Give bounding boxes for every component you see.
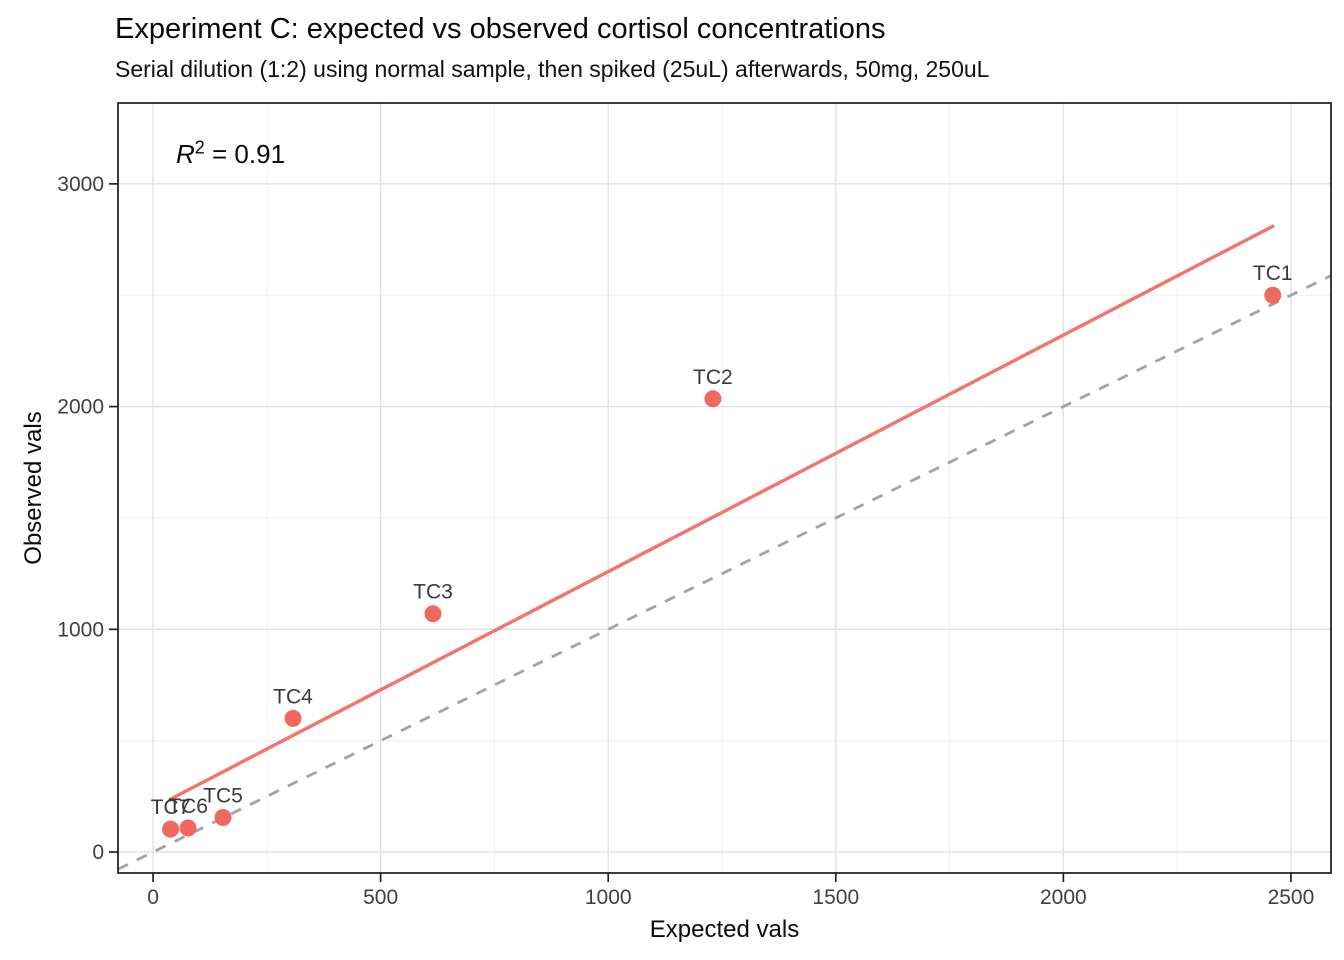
point-label-TC4: TC4: [273, 685, 313, 708]
point-label-TC6: TC6: [168, 795, 208, 818]
x-tick-label: 2500: [1268, 886, 1315, 909]
x-tick-label: 2000: [1040, 886, 1087, 909]
chart-subtitle: Serial dilution (1:2) using normal sampl…: [115, 56, 990, 82]
y-tick-label: 0: [92, 841, 104, 864]
x-tick-label: 1000: [585, 886, 632, 909]
data-point-TC2: [704, 390, 722, 408]
chart-title: Experiment C: expected vs observed corti…: [115, 13, 886, 45]
panel-border: [117, 102, 1332, 874]
data-point-TC3: [424, 605, 442, 623]
x-axis-title: Expected vals: [649, 916, 800, 943]
y-tick-label: 3000: [57, 173, 104, 196]
r-squared-value: = 0.91: [204, 139, 286, 169]
r-squared-annotation: R2 = 0.91: [176, 137, 286, 170]
identity-line: [117, 274, 1332, 871]
y-tick-label: 1000: [57, 618, 104, 641]
x-tick-label: 500: [363, 886, 398, 909]
point-label-TC3: TC3: [413, 581, 453, 604]
data-point-TC5: [214, 809, 232, 827]
plot-panel: [118, 103, 1331, 873]
y-axis-title: Observed vals: [20, 411, 47, 565]
point-label-TC7: TC7: [151, 796, 191, 819]
point-label-TC2: TC2: [693, 366, 733, 389]
data-point-TC1: [1264, 286, 1282, 304]
x-tick-label: 1500: [812, 886, 859, 909]
regression-line: [168, 224, 1275, 801]
point-label-TC1: TC1: [1253, 262, 1293, 285]
data-point-TC4: [284, 709, 302, 727]
point-label-TC5: TC5: [203, 785, 243, 808]
r-exponent: 2: [194, 137, 205, 158]
r-symbol: R: [176, 139, 195, 169]
x-tick-label: 0: [147, 886, 159, 909]
data-point-TC7: [162, 820, 180, 838]
data-point-TC6: [179, 819, 197, 837]
y-tick-label: 2000: [57, 396, 104, 419]
